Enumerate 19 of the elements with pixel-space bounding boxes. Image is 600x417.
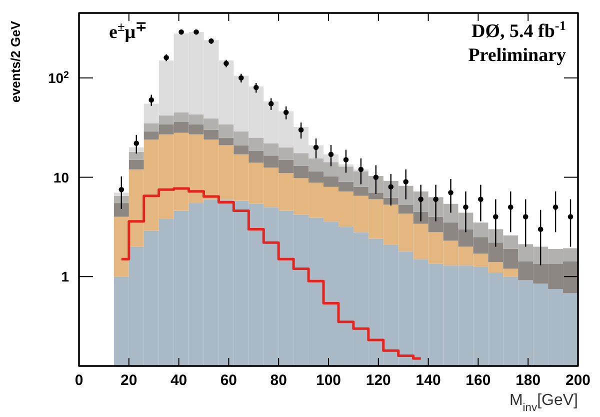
x-tick-label: 180 (516, 372, 541, 389)
x-tick-label: 160 (466, 372, 491, 389)
x-tick-label: 20 (120, 372, 138, 389)
y-tick-label: 1 (61, 268, 70, 285)
x-tick-label: 60 (220, 372, 238, 389)
x-tick-label: 0 (74, 372, 84, 389)
x-tick-label: 140 (416, 372, 441, 389)
y-axis-title: events/2 GeV (8, 20, 23, 103)
x-tick-label: 120 (366, 372, 391, 389)
x-tick-label: 80 (270, 372, 287, 389)
annotation: Preliminary (468, 45, 566, 66)
y-tick-label: 10$^{2}$ (48, 69, 70, 86)
x-tick-label: 100 (316, 372, 342, 389)
y-tick-label: 10 (53, 169, 70, 186)
x-axis-title: M$_{inv}$[GeV] (509, 392, 578, 414)
x-tick-label: 40 (170, 372, 188, 389)
annotation: e$^{±}$μ$^{∓}$ (109, 18, 147, 43)
annotation: DØ, 5.4 fb$^{-1}$ (472, 18, 566, 42)
x-tick-label: 200 (565, 372, 591, 389)
